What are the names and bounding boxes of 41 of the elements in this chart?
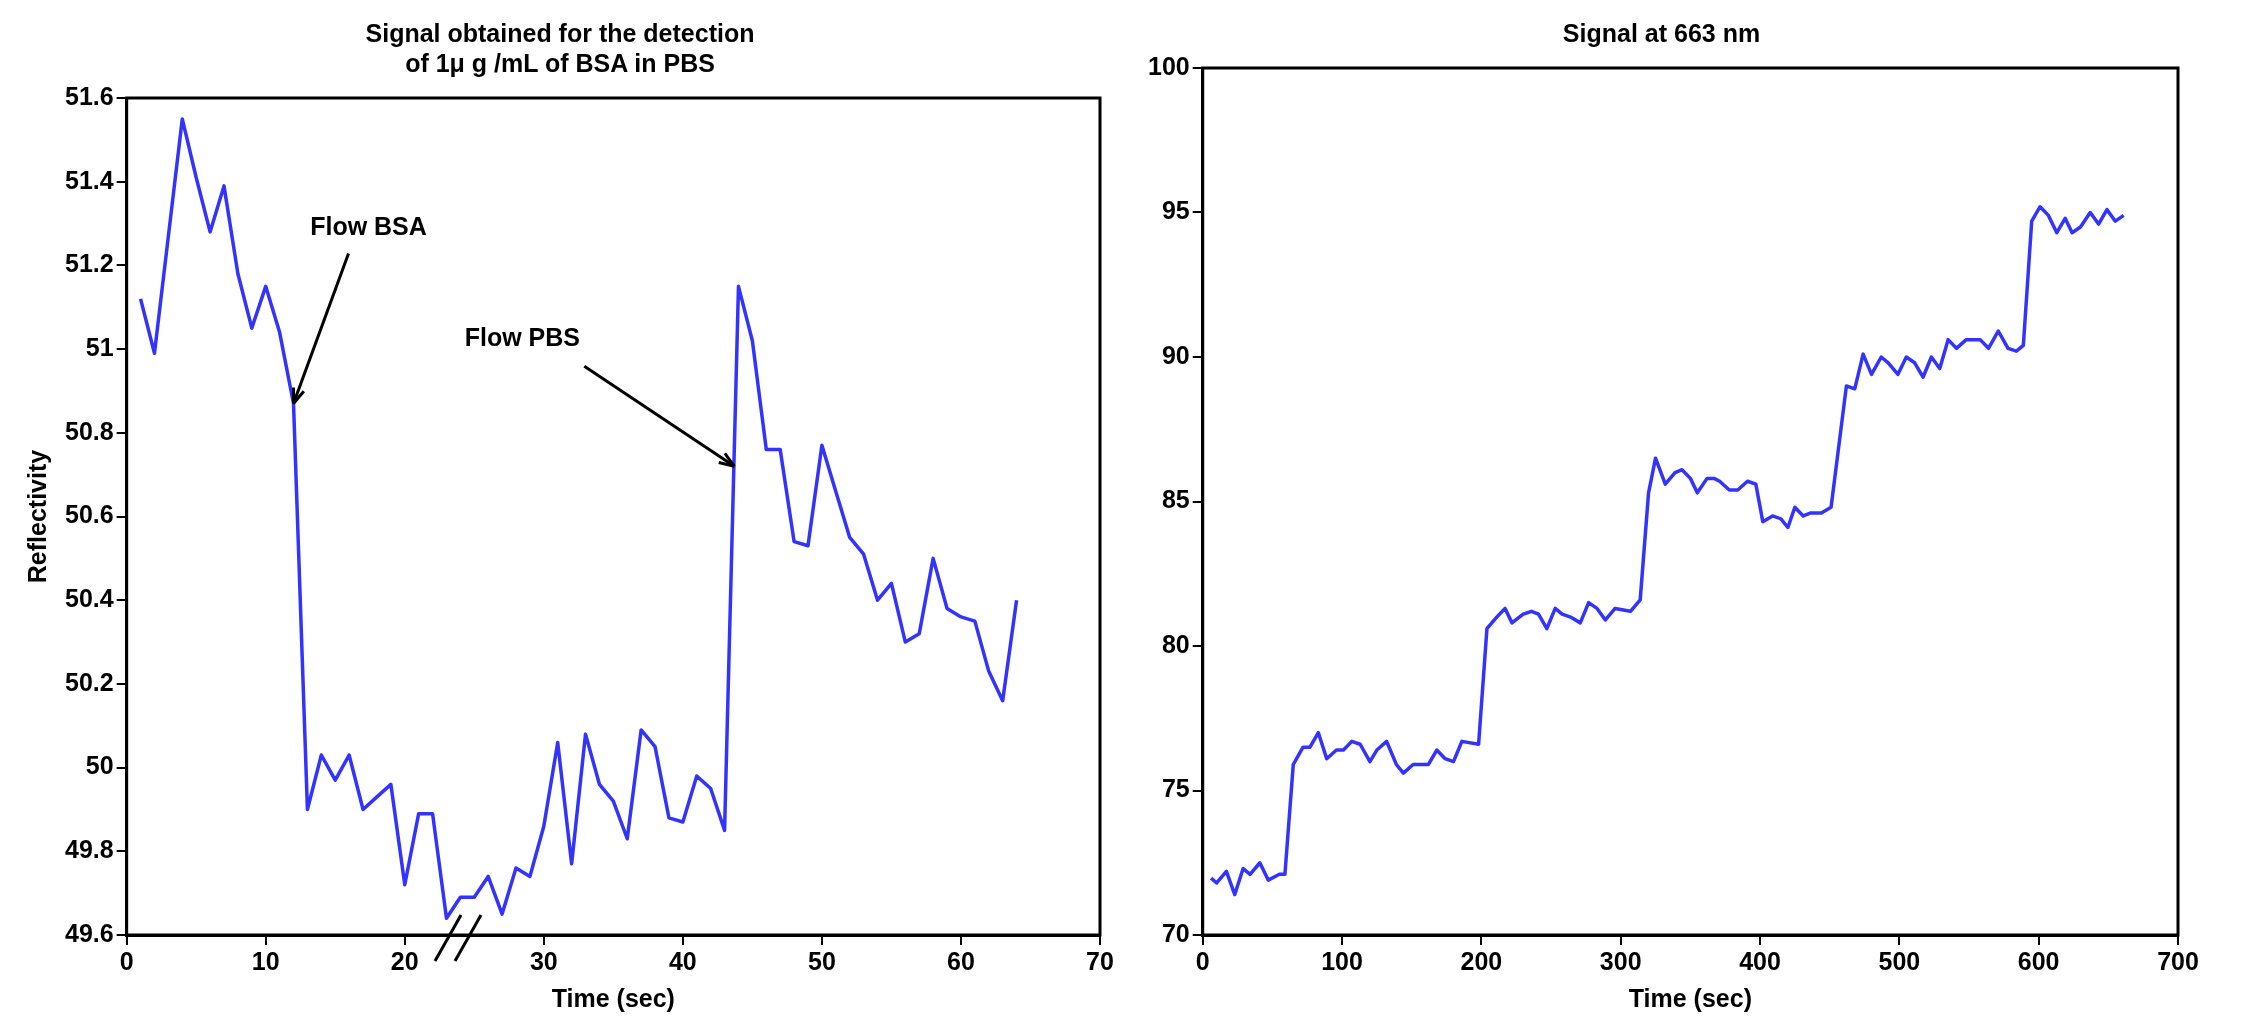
x-tick-label: 10	[251, 946, 280, 975]
y-tick-label: 49.6	[64, 918, 114, 947]
y-tick-label: 51	[85, 332, 114, 361]
y-tick-label: 49.8	[64, 835, 114, 864]
x-tick-label: 500	[1878, 946, 1921, 975]
x-tick-label: 700	[2157, 946, 2199, 975]
y-tick-label: 80	[1161, 629, 1190, 658]
x-tick-label: 200	[1460, 946, 1503, 975]
y-tick-label: 70	[1161, 918, 1190, 947]
x-tick-label: 400	[1739, 946, 1781, 975]
x-tick-label: 0	[1195, 946, 1210, 975]
x-tick-label: 40	[668, 946, 697, 975]
y-tick-label: 50.8	[64, 416, 114, 445]
chart-title: Signal obtained for the detection of 1μ g /mL of BSA in PBS	[365, 18, 755, 77]
x-tick-label: 70	[1086, 946, 1114, 975]
y-tick-label: 51.6	[64, 81, 114, 110]
y-tick-label: 51.2	[64, 249, 114, 278]
x-tick-label: 0	[119, 946, 134, 975]
y-tick-label: 75	[1161, 774, 1190, 803]
y-axis-title: Reflectivity	[22, 449, 51, 584]
x-tick-label: 20	[390, 946, 419, 975]
y-tick-label: 100	[1147, 51, 1190, 80]
x-tick-label: 100	[1321, 946, 1363, 975]
annotation: Flow PBS	[464, 323, 580, 352]
y-tick-label: 51.4	[64, 165, 114, 194]
y-tick-label: 95	[1161, 196, 1190, 225]
y-tick-label: 50.2	[64, 667, 114, 696]
x-axis-title: Time (sec)	[1628, 983, 1752, 1012]
chart-title: Signal at 663 nm	[1562, 18, 1761, 47]
y-tick-label: 50.6	[64, 500, 114, 529]
x-tick-label: 60	[947, 946, 975, 975]
y-tick-label: 50	[85, 751, 114, 780]
y-tick-label: 50.4	[64, 584, 114, 613]
annotation: Flow BSA	[310, 212, 427, 241]
x-axis-title: Time (sec)	[551, 983, 675, 1012]
y-tick-label: 85	[1161, 485, 1190, 514]
x-tick-label: 600	[2017, 946, 2060, 975]
y-tick-label: 90	[1161, 340, 1190, 369]
x-tick-label: 50	[808, 946, 836, 975]
x-tick-label: 30	[529, 946, 558, 975]
x-tick-label: 300	[1599, 946, 1642, 975]
